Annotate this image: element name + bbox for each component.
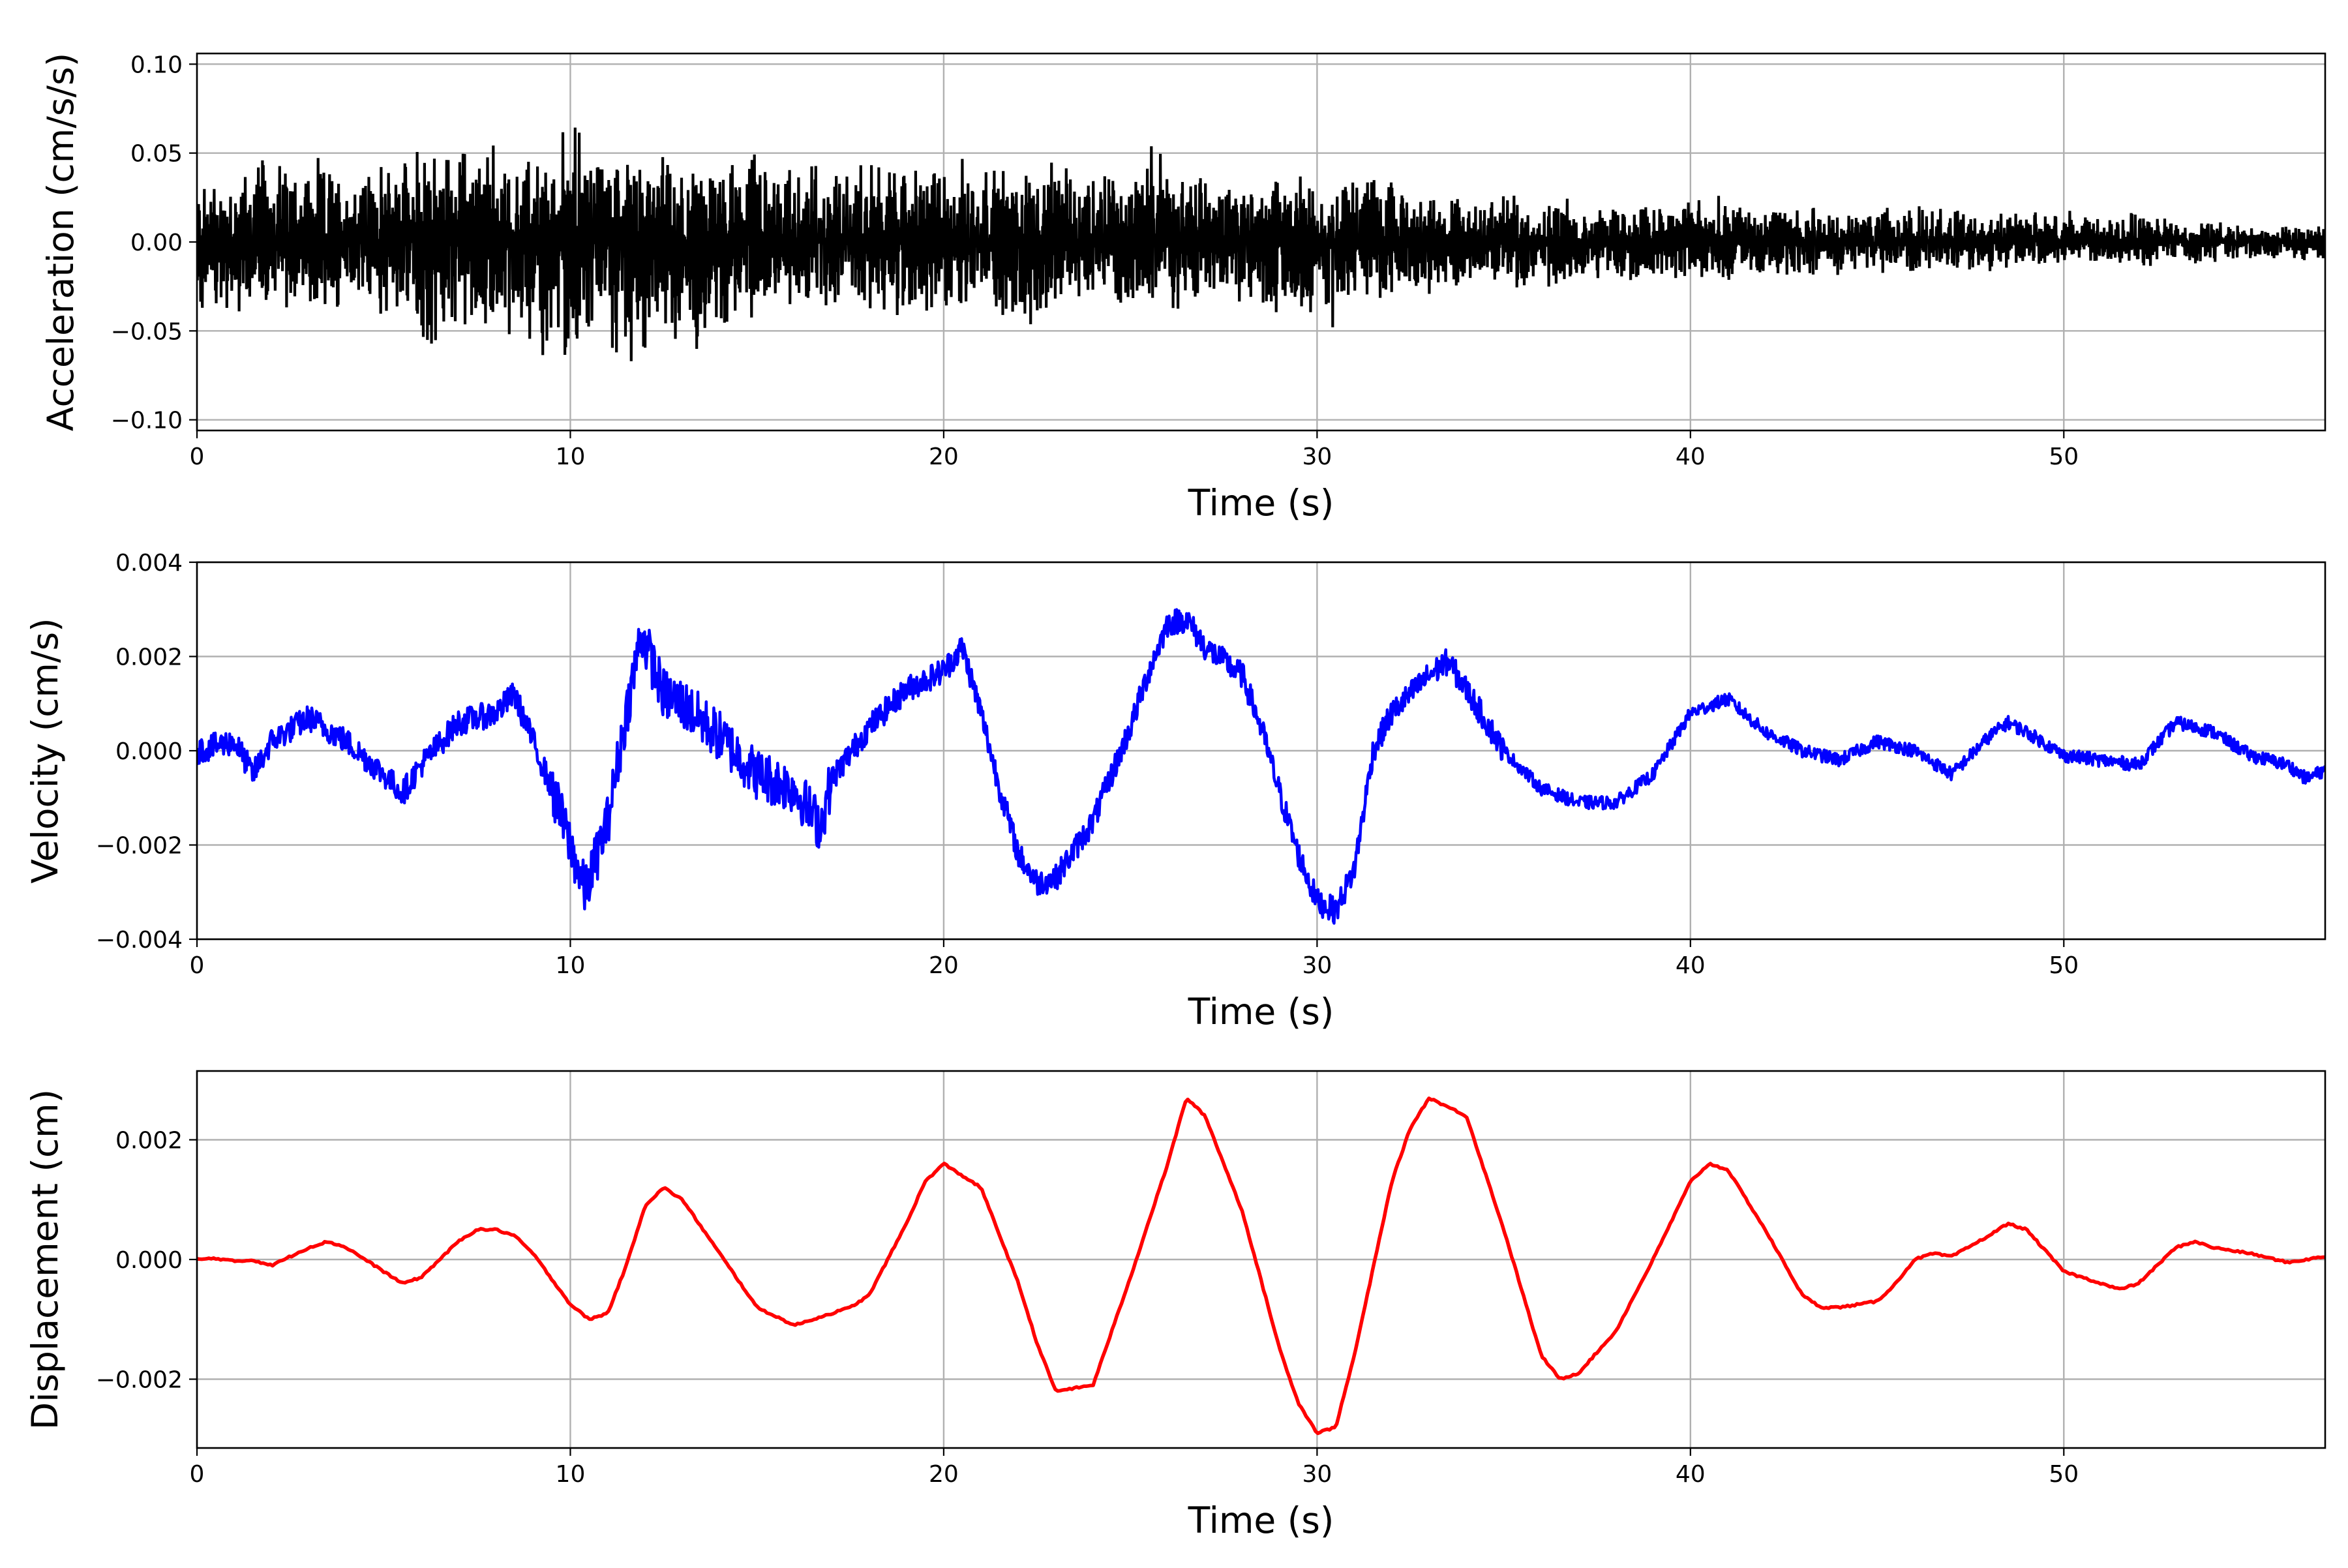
y-tick-label: −0.10 <box>111 408 183 434</box>
x-tick-label: 30 <box>1302 1461 1332 1488</box>
x-tick-label: 40 <box>1676 1461 1706 1488</box>
y-tick-label: 0.05 <box>130 141 183 168</box>
y-tick-label: 0.00 <box>130 230 183 256</box>
x-tick-label: 10 <box>556 952 586 979</box>
y-tick-label: −0.002 <box>96 1366 183 1393</box>
y-tick-label: 0.000 <box>115 738 183 765</box>
x-tick-label: 40 <box>1676 444 1706 470</box>
panel-velocity: 0 10 20 30 40 50 −0.004 −0.002 0.000 0.002 0.004 Ti… <box>24 550 2326 1033</box>
x-tick-label: 20 <box>929 444 959 470</box>
y-tick-label: 0.004 <box>115 550 183 577</box>
y-tick-label: −0.002 <box>96 833 183 860</box>
acceleration-series-line <box>197 127 2325 361</box>
y-tick-label: 0.10 <box>130 52 183 78</box>
x-tick-label: 20 <box>929 952 959 979</box>
x-tick-label: 0 <box>190 444 205 470</box>
y-axis-label: Acceleration (cm/s/s) <box>40 53 82 431</box>
x-tick-label: 50 <box>2049 1461 2079 1488</box>
x-tick-label: 10 <box>556 444 586 470</box>
x-tick-label: 30 <box>1302 952 1332 979</box>
y-tick-label: −0.004 <box>96 927 183 954</box>
x-tick-label: 10 <box>556 1461 586 1488</box>
y-tick-label: 0.002 <box>115 1128 183 1154</box>
x-tick-label: 40 <box>1676 952 1706 979</box>
x-axis-label: Time (s) <box>1188 1500 1334 1541</box>
y-tick-label: 0.000 <box>115 1247 183 1274</box>
x-tick-label: 0 <box>190 1461 205 1488</box>
y-tick-label: 0.002 <box>115 644 183 671</box>
displacement-series-line <box>197 1096 2325 1436</box>
y-axis-label: Displacement (cm) <box>24 1089 66 1430</box>
x-tick-label: 30 <box>1302 444 1332 470</box>
panel-acceleration: 0 10 20 30 40 50 −0.10 −0.05 0.00 0.05 0.10 Time (s… <box>40 52 2326 524</box>
velocity-series-line <box>197 608 2325 925</box>
x-tick-label: 0 <box>190 952 205 979</box>
x-tick-label: 20 <box>929 1461 959 1488</box>
x-tick-label: 50 <box>2049 952 2079 979</box>
panel-displacement: 0 10 20 30 40 50 −0.002 0.000 0.002 Time (s) Displ… <box>24 1070 2326 1541</box>
x-axis-label: Time (s) <box>1188 991 1334 1033</box>
y-axis-label: Velocity (cm/s) <box>24 618 66 883</box>
x-tick-label: 50 <box>2049 444 2079 470</box>
x-axis-label: Time (s) <box>1188 482 1334 524</box>
y-tick-label: −0.05 <box>111 318 183 345</box>
